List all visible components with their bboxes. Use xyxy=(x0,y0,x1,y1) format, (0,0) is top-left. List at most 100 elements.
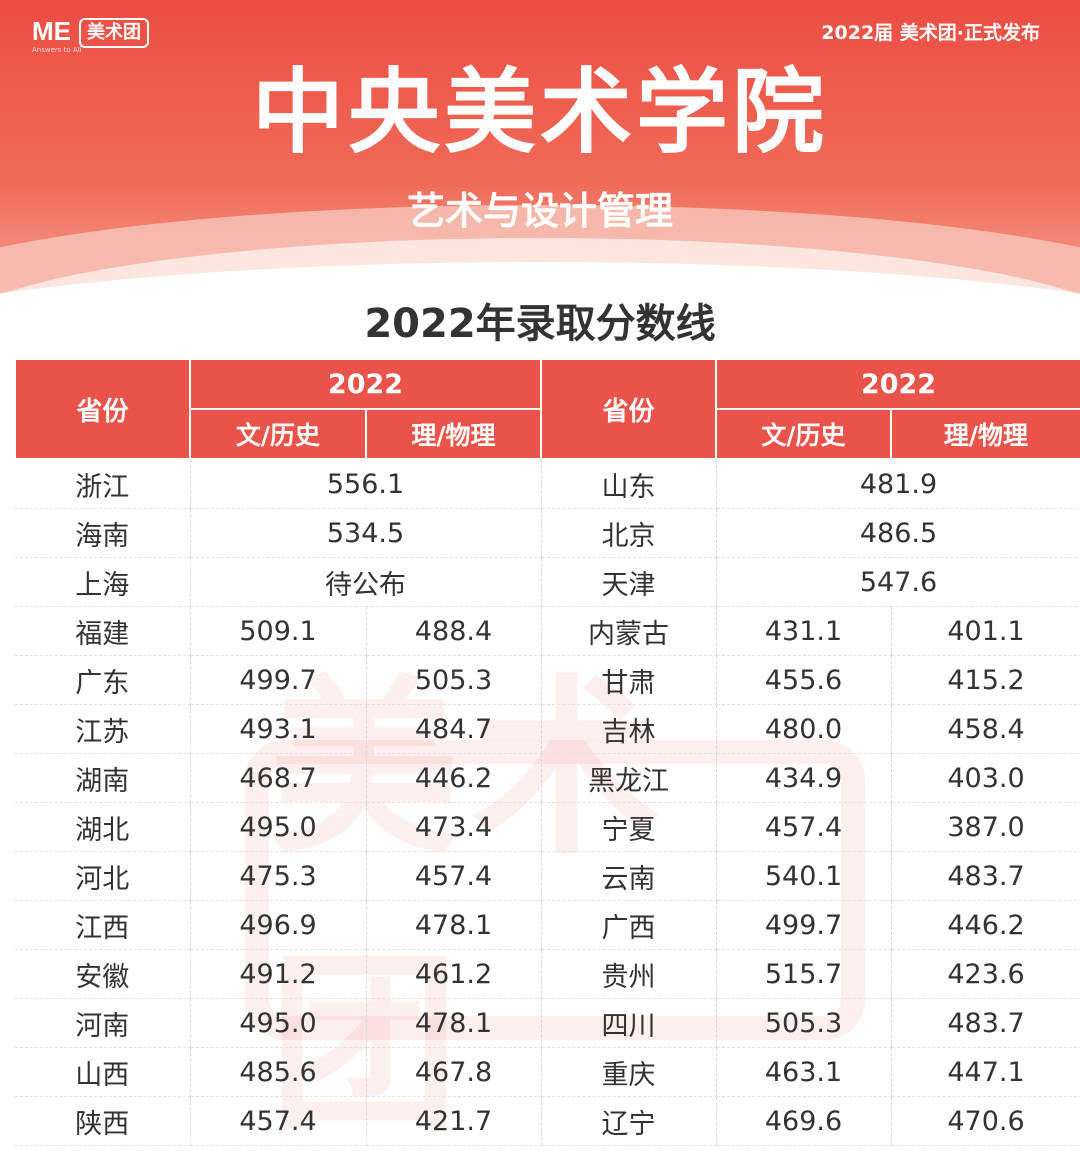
liberal-score-cell: 485.6 xyxy=(190,1047,367,1097)
province-cell: 河北 xyxy=(15,851,191,901)
science-score-cell: 403.0 xyxy=(891,753,1080,803)
science-score-cell: 488.4 xyxy=(366,606,542,656)
header-province-right: 省份 xyxy=(540,358,717,460)
table-row: 江西 496.9 478.1 广西 499.7 446.2 xyxy=(15,900,1080,950)
header-science-right: 理/物理 xyxy=(890,408,1080,460)
merged-score-cell: 481.9 xyxy=(716,459,1080,509)
liberal-score-cell: 493.1 xyxy=(190,704,367,754)
science-score-cell: 470.6 xyxy=(891,1096,1080,1146)
science-score-cell: 484.7 xyxy=(366,704,542,754)
liberal-score-cell: 431.1 xyxy=(716,606,892,656)
table-row: 福建 509.1 488.4 内蒙古 431.1 401.1 xyxy=(15,606,1080,656)
province-cell: 贵州 xyxy=(541,949,717,999)
province-cell: 上海 xyxy=(15,557,191,607)
header-liberal-right: 文/历史 xyxy=(715,408,892,460)
province-cell: 重庆 xyxy=(541,1047,717,1097)
header-year-right: 2022 xyxy=(715,358,1080,410)
liberal-score-cell: 499.7 xyxy=(716,900,892,950)
liberal-score-cell: 496.9 xyxy=(190,900,367,950)
liberal-score-cell: 469.6 xyxy=(716,1096,892,1146)
table-heading: 2022年录取分数线 xyxy=(364,301,716,347)
province-cell: 广西 xyxy=(541,900,717,950)
province-cell: 安徽 xyxy=(15,949,191,999)
liberal-score-cell: 515.7 xyxy=(716,949,892,999)
table-row: 浙江 556.1 山东 481.9 xyxy=(15,459,1080,509)
province-cell: 辽宁 xyxy=(541,1096,717,1146)
page-title: 中央美术学院 xyxy=(251,59,828,166)
science-score-cell: 505.3 xyxy=(366,655,542,705)
science-score-cell: 446.2 xyxy=(366,753,542,803)
province-cell: 山西 xyxy=(15,1047,191,1097)
score-table: 省份 2022 省份 2022 文/历史 理/物理 文/历史 理/物理 浙江 5… xyxy=(14,358,1080,1146)
header-province-left: 省份 xyxy=(14,358,191,460)
header-banner xyxy=(0,0,1080,300)
province-cell: 广东 xyxy=(15,655,191,705)
science-score-cell: 447.1 xyxy=(891,1047,1080,1097)
science-score-cell: 478.1 xyxy=(366,900,542,950)
page-subtitle: 艺术与设计管理 xyxy=(406,189,673,233)
liberal-score-cell: 505.3 xyxy=(716,998,892,1048)
province-cell: 江西 xyxy=(15,900,191,950)
liberal-score-cell: 540.1 xyxy=(716,851,892,901)
table-row: 湖南 468.7 446.2 黑龙江 434.9 403.0 xyxy=(15,753,1080,803)
province-cell: 山东 xyxy=(541,459,717,509)
liberal-score-cell: 509.1 xyxy=(190,606,367,656)
liberal-score-cell: 491.2 xyxy=(190,949,367,999)
merged-score-cell: 556.1 xyxy=(190,459,542,509)
merged-score-cell: 486.5 xyxy=(716,508,1080,558)
province-cell: 江苏 xyxy=(15,704,191,754)
table-row: 上海 待公布 天津 547.6 xyxy=(15,557,1080,607)
brand-logo: ME Answers to All 美术团 xyxy=(32,16,149,54)
province-cell: 陕西 xyxy=(15,1096,191,1146)
province-cell: 浙江 xyxy=(15,459,191,509)
liberal-score-cell: 434.9 xyxy=(716,753,892,803)
brand-tagline: Answers to All xyxy=(32,46,82,54)
header-year-left: 2022 xyxy=(189,358,542,410)
brand-badge: 美术团 xyxy=(79,18,149,48)
liberal-score-cell: 457.4 xyxy=(190,1096,367,1146)
table-row: 广东 499.7 505.3 甘肃 455.6 415.2 xyxy=(15,655,1080,705)
merged-score-cell: 534.5 xyxy=(190,508,542,558)
science-score-cell: 478.1 xyxy=(366,998,542,1048)
table-row: 江苏 493.1 484.7 吉林 480.0 458.4 xyxy=(15,704,1080,754)
merged-score-cell: 547.6 xyxy=(716,557,1080,607)
liberal-score-cell: 457.4 xyxy=(716,802,892,852)
science-score-cell: 458.4 xyxy=(891,704,1080,754)
liberal-score-cell: 455.6 xyxy=(716,655,892,705)
science-score-cell: 467.8 xyxy=(366,1047,542,1097)
province-cell: 北京 xyxy=(541,508,717,558)
table-row: 海南 534.5 北京 486.5 xyxy=(15,508,1080,558)
liberal-score-cell: 495.0 xyxy=(190,802,367,852)
province-cell: 福建 xyxy=(15,606,191,656)
province-cell: 甘肃 xyxy=(541,655,717,705)
province-cell: 四川 xyxy=(541,998,717,1048)
liberal-score-cell: 463.1 xyxy=(716,1047,892,1097)
province-cell: 湖南 xyxy=(15,753,191,803)
table-row: 河南 495.0 478.1 四川 505.3 483.7 xyxy=(15,998,1080,1048)
science-score-cell: 421.7 xyxy=(366,1096,542,1146)
province-cell: 内蒙古 xyxy=(541,606,717,656)
science-score-cell: 446.2 xyxy=(891,900,1080,950)
liberal-score-cell: 495.0 xyxy=(190,998,367,1048)
science-score-cell: 461.2 xyxy=(366,949,542,999)
table-row: 陕西 457.4 421.7 辽宁 469.6 470.6 xyxy=(15,1096,1080,1146)
brand-me: ME xyxy=(32,16,71,46)
province-cell: 黑龙江 xyxy=(541,753,717,803)
release-label: 2022届 美术团·正式发布 xyxy=(821,22,1040,44)
table-row: 湖北 495.0 473.4 宁夏 457.4 387.0 xyxy=(15,802,1080,852)
science-score-cell: 423.6 xyxy=(891,949,1080,999)
province-cell: 海南 xyxy=(15,508,191,558)
liberal-score-cell: 468.7 xyxy=(190,753,367,803)
science-score-cell: 401.1 xyxy=(891,606,1080,656)
science-score-cell: 415.2 xyxy=(891,655,1080,705)
province-cell: 宁夏 xyxy=(541,802,717,852)
merged-score-cell: 待公布 xyxy=(190,557,542,607)
province-cell: 云南 xyxy=(541,851,717,901)
province-cell: 河南 xyxy=(15,998,191,1048)
science-score-cell: 387.0 xyxy=(891,802,1080,852)
table-row: 安徽 491.2 461.2 贵州 515.7 423.6 xyxy=(15,949,1080,999)
header-science-left: 理/物理 xyxy=(365,408,542,460)
table-row: 河北 475.3 457.4 云南 540.1 483.7 xyxy=(15,851,1080,901)
liberal-score-cell: 475.3 xyxy=(190,851,367,901)
province-cell: 湖北 xyxy=(15,802,191,852)
